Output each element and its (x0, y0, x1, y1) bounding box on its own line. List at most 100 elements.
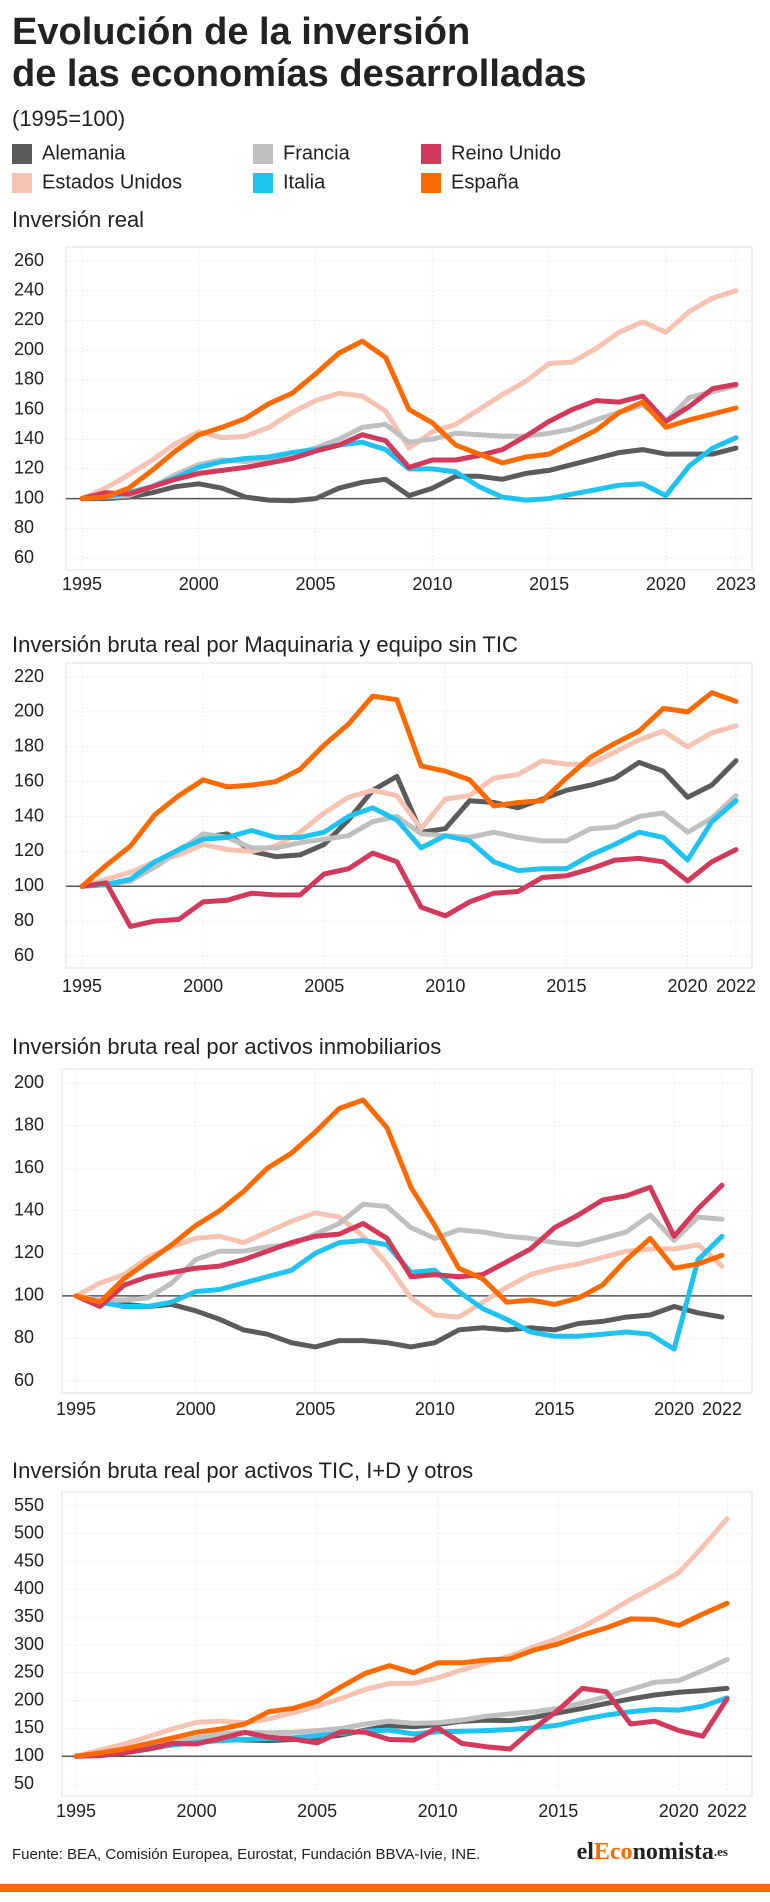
series-line (73, 1516, 730, 1759)
y-tick-label: 220 (14, 666, 44, 686)
series-line (79, 723, 739, 889)
chart-title: Inversión bruta real por Maquinaria y eq… (12, 632, 518, 657)
x-tick-label: 2010 (415, 1399, 455, 1419)
x-tick-label: 2000 (176, 1399, 216, 1419)
chart-title: Inversión bruta real por activos TIC, I+… (12, 1458, 473, 1483)
legend-label: Estados Unidos (42, 171, 182, 193)
x-tick-label: 2020 (646, 574, 686, 594)
x-tick-label: 2000 (183, 976, 223, 996)
x-tick-label: 1995 (62, 976, 102, 996)
x-tick-label: 2010 (425, 976, 465, 996)
y-tick-label: 120 (14, 1242, 44, 1262)
series-line (73, 1293, 725, 1350)
legend-swatch (12, 144, 32, 164)
series-line (73, 1097, 725, 1307)
chart-title: Inversión bruta real por activos inmobil… (12, 1034, 441, 1059)
x-tick-label: 2015 (534, 1399, 574, 1419)
x-tick-label: 2010 (418, 1801, 458, 1821)
legend-label: Italia (283, 171, 326, 193)
y-tick-label: 300 (14, 1634, 44, 1654)
plot-frame (61, 1491, 753, 1797)
y-tick-label: 50 (14, 1773, 34, 1793)
x-tick-label: 2010 (412, 574, 452, 594)
y-tick-label: 200 (14, 701, 44, 721)
y-tick-label: 220 (14, 309, 44, 329)
y-tick-label: 160 (14, 770, 44, 790)
y-tick-label: 100 (14, 1285, 44, 1305)
title-line: Evolución de la inversión (12, 11, 470, 53)
series-line (73, 1600, 730, 1759)
series-line (79, 798, 739, 889)
y-tick-label: 80 (14, 1327, 34, 1347)
chart-title: Inversión real (12, 207, 144, 232)
y-tick-label: 140 (14, 428, 44, 448)
legend-swatch (253, 144, 273, 164)
x-tick-label: 2022 (707, 1801, 747, 1821)
x-tick-label: 2022 (716, 976, 756, 996)
series-line (79, 288, 739, 502)
logo-part: .es (714, 1844, 728, 1859)
y-tick-label: 550 (14, 1495, 44, 1515)
y-tick-label: 500 (14, 1523, 44, 1543)
y-tick-label: 80 (14, 517, 34, 537)
y-tick-label: 350 (14, 1606, 44, 1626)
legend-swatch (421, 144, 441, 164)
legend-label: España (451, 171, 520, 193)
series-line (79, 338, 739, 502)
x-tick-label: 2020 (659, 1801, 699, 1821)
y-tick-label: 60 (14, 547, 34, 567)
series-line (79, 381, 739, 502)
legend-label: Reino Unido (451, 142, 561, 164)
logo: elEconomista.es (577, 1839, 728, 1865)
y-tick-label: 450 (14, 1550, 44, 1570)
x-tick-label: 1995 (56, 1801, 96, 1821)
title-line: de las economías desarrolladas (12, 53, 587, 95)
y-tick-label: 100 (14, 1745, 44, 1765)
y-tick-label: 400 (14, 1578, 44, 1598)
legend-label: Alemania (42, 142, 126, 164)
x-tick-label: 2000 (179, 574, 219, 594)
x-tick-label: 2015 (546, 976, 586, 996)
y-tick-label: 150 (14, 1717, 44, 1737)
y-tick-label: 140 (14, 1199, 44, 1219)
y-tick-label: 140 (14, 805, 44, 825)
y-tick-label: 200 (14, 1689, 44, 1709)
x-tick-label: 2022 (702, 1399, 742, 1419)
series-line (73, 1657, 730, 1759)
logo-part: Eco (594, 1839, 633, 1865)
series-line (79, 445, 739, 504)
legend-swatch (12, 173, 32, 193)
y-tick-label: 240 (14, 279, 44, 299)
y-tick-label: 250 (14, 1662, 44, 1682)
x-tick-label: 2020 (654, 1399, 694, 1419)
series-line (73, 1182, 725, 1309)
x-tick-label: 2005 (295, 1399, 335, 1419)
legend-swatch (253, 173, 273, 193)
x-tick-label: 2015 (538, 1801, 578, 1821)
x-tick-label: 1995 (56, 1399, 96, 1419)
y-tick-label: 160 (14, 398, 44, 418)
y-tick-label: 260 (14, 250, 44, 270)
source: Fuente: BEA, Comisión Europea, Eurostat,… (12, 1846, 480, 1863)
y-tick-label: 180 (14, 736, 44, 756)
x-tick-label: 2020 (668, 976, 708, 996)
legend-label: Francia (283, 142, 351, 164)
y-tick-label: 60 (14, 1370, 34, 1390)
y-tick-label: 180 (14, 1114, 44, 1134)
y-tick-label: 160 (14, 1157, 44, 1177)
y-tick-label: 120 (14, 840, 44, 860)
y-tick-label: 200 (14, 1072, 44, 1092)
series-line (79, 690, 739, 889)
x-tick-label: 2023 (716, 574, 756, 594)
logo-part: el (577, 1839, 595, 1865)
x-tick-label: 2005 (296, 574, 336, 594)
series-line (79, 847, 739, 929)
logo-part: nomista (633, 1839, 714, 1865)
y-tick-label: 200 (14, 339, 44, 359)
subtitle: (1995=100) (12, 106, 125, 131)
y-tick-label: 180 (14, 369, 44, 389)
x-tick-label: 2000 (177, 1801, 217, 1821)
x-tick-label: 2005 (304, 976, 344, 996)
series-line (73, 1685, 730, 1759)
